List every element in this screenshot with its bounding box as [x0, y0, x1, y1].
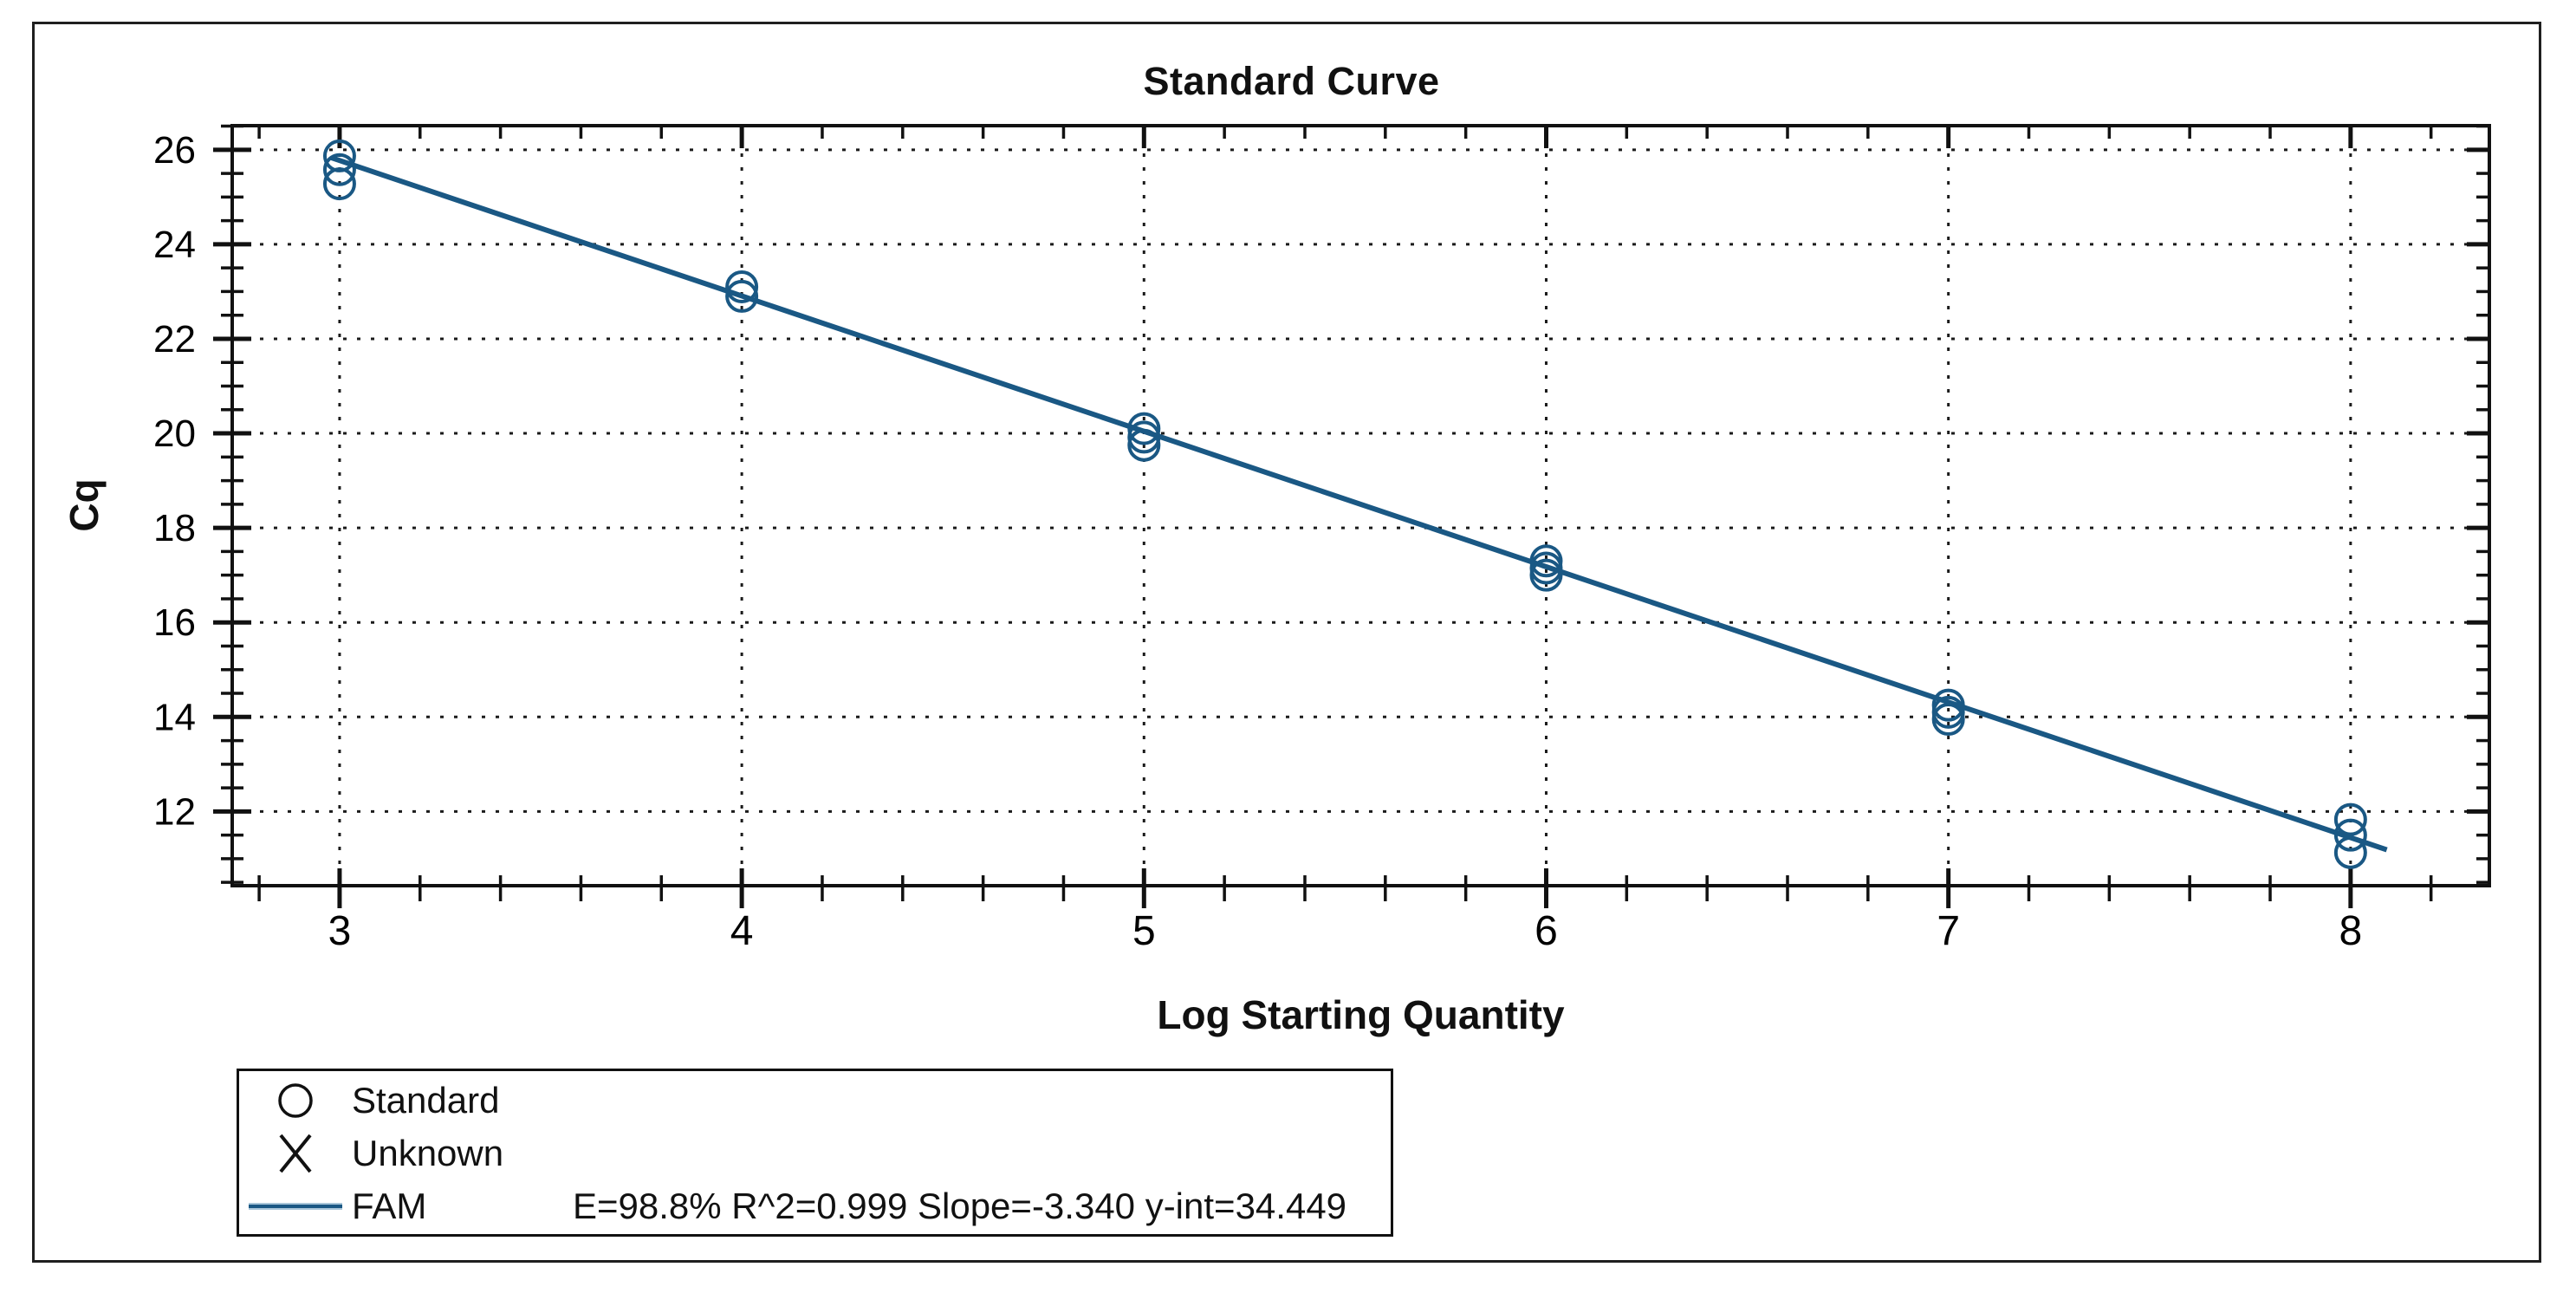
legend-row-unknown: Unknown: [239, 1127, 1391, 1179]
y-tick-label: 14: [153, 696, 196, 738]
legend-label-unknown: Unknown: [352, 1132, 504, 1173]
legend-label-standard: Standard: [352, 1079, 500, 1121]
data-point-standard: [322, 167, 356, 201]
y-tick-label: 22: [153, 318, 196, 361]
line-marker-icon: [249, 1202, 342, 1210]
legend-row-standard: Standard: [239, 1074, 1391, 1127]
x-tick-label: 8: [2339, 908, 2363, 954]
data-point-standard: [1127, 428, 1161, 462]
trendline-fam: [330, 155, 2388, 853]
x-tick-label: 3: [328, 908, 352, 954]
legend-stats-fam: E=98.8% R^2=0.999 Slope=-3.340 y-int=34.…: [573, 1185, 1347, 1226]
y-axis-label: Cq: [62, 478, 107, 532]
y-tick-label: 16: [153, 601, 196, 644]
x-marker-icon: [279, 1134, 312, 1173]
y-tick-label: 26: [153, 129, 196, 172]
data-point-standard: [725, 279, 759, 313]
y-tick-label: 20: [153, 413, 196, 455]
standard-marker-cell: [239, 1081, 352, 1121]
outer-border: [32, 22, 2541, 1263]
circle-marker-icon: [278, 1082, 313, 1118]
data-point-standard: [2333, 802, 2367, 836]
x-tick-label: 4: [730, 908, 754, 954]
data-point-standard: [1127, 412, 1161, 445]
x-tick-label: 7: [1937, 908, 1960, 954]
y-tick-label: 18: [153, 507, 196, 549]
data-point-standard: [1529, 558, 1563, 592]
data-point-standard: [725, 270, 759, 303]
data-point-standard: [322, 153, 356, 186]
chart-title: Standard Curve: [1143, 59, 1440, 103]
legend-row-fam: FAM E=98.8% R^2=0.999 Slope=-3.340 y-int…: [239, 1179, 1391, 1232]
y-tick-label: 24: [153, 224, 196, 266]
x-tick-label: 6: [1535, 908, 1558, 954]
unknown-marker-cell: [239, 1129, 352, 1178]
x-tick-label: 5: [1132, 908, 1156, 954]
data-point-standard: [1931, 703, 1965, 737]
y-tick-label: 12: [153, 790, 196, 833]
x-axis-label: Log Starting Quantity: [1157, 992, 1565, 1037]
data-point-standard: [2333, 818, 2367, 852]
plot-border: [230, 124, 2491, 887]
legend-box: Standard Unknown FAM E=98.8% R^2=0.999 S…: [237, 1069, 1393, 1237]
fam-marker-cell: [239, 1202, 352, 1210]
legend-label-fam: FAM: [352, 1185, 427, 1226]
data-point-standard: [2333, 835, 2367, 869]
data-point-standard: [1127, 420, 1161, 454]
